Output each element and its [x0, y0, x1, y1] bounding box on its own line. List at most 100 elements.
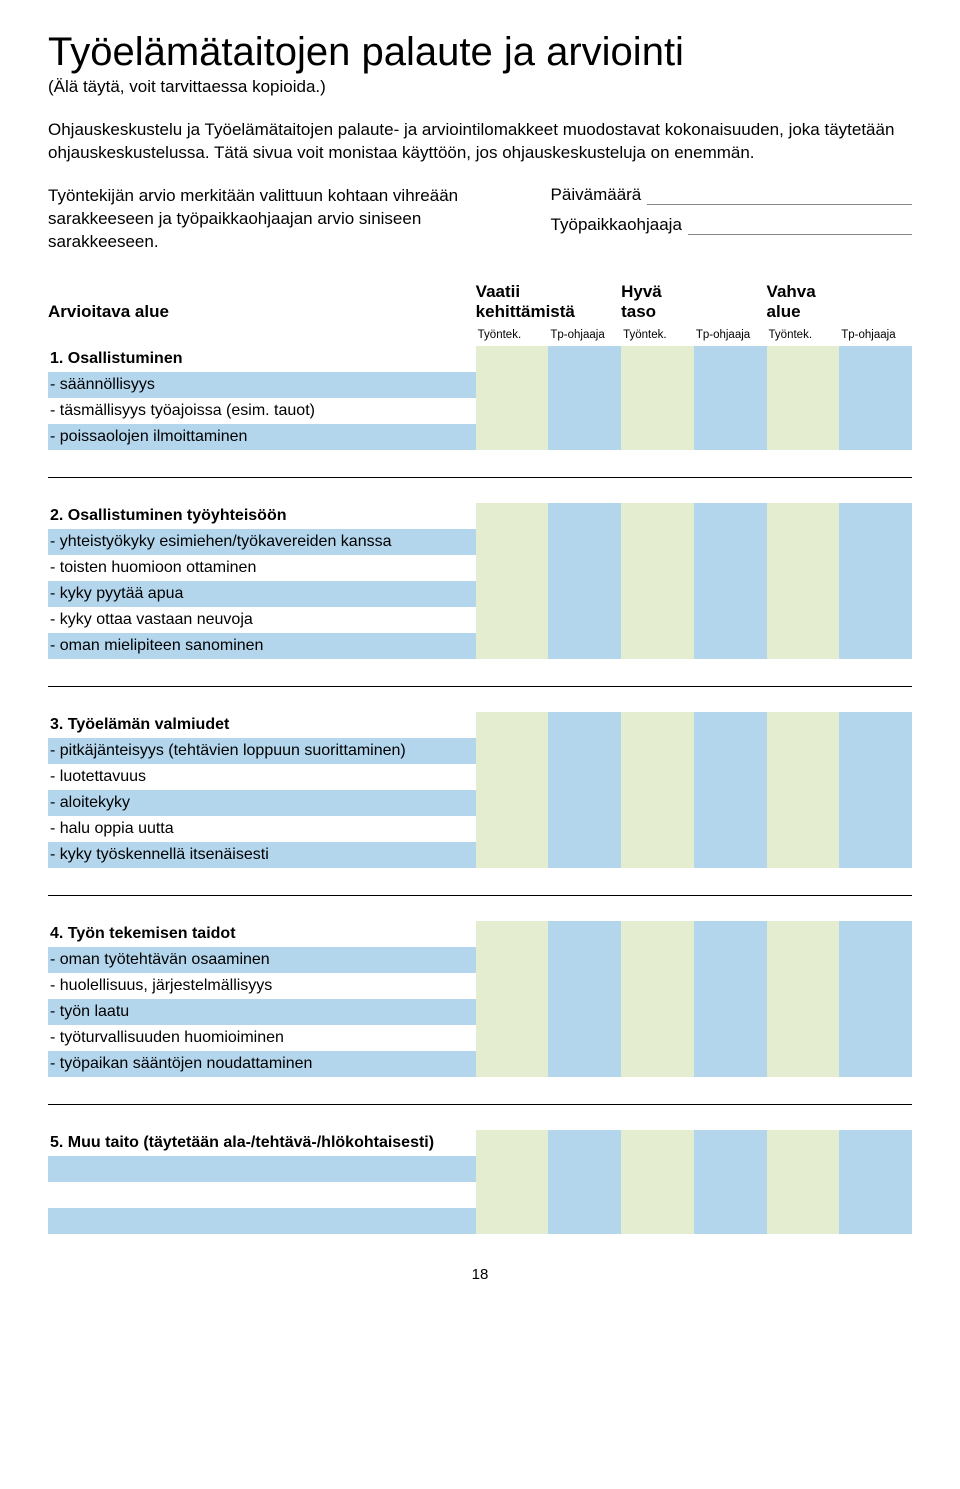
rating-cell[interactable] [476, 581, 549, 607]
rating-cell[interactable] [548, 842, 621, 868]
rating-cell[interactable] [839, 790, 912, 816]
rating-cell[interactable] [839, 921, 912, 947]
rating-cell[interactable] [621, 372, 694, 398]
rating-cell[interactable] [548, 921, 621, 947]
rating-cell[interactable] [621, 947, 694, 973]
supervisor-input-line[interactable] [688, 221, 912, 235]
rating-cell[interactable] [767, 1025, 840, 1051]
rating-cell[interactable] [694, 503, 767, 529]
rating-cell[interactable] [621, 712, 694, 738]
rating-cell[interactable] [476, 346, 549, 372]
rating-cell[interactable] [694, 790, 767, 816]
rating-cell[interactable] [694, 921, 767, 947]
rating-cell[interactable] [839, 424, 912, 450]
rating-cell[interactable] [476, 424, 549, 450]
rating-cell[interactable] [694, 1156, 767, 1182]
rating-cell[interactable] [476, 1130, 549, 1156]
rating-cell[interactable] [548, 424, 621, 450]
rating-cell[interactable] [839, 1156, 912, 1182]
rating-cell[interactable] [767, 372, 840, 398]
rating-cell[interactable] [621, 529, 694, 555]
rating-cell[interactable] [476, 921, 549, 947]
rating-cell[interactable] [621, 999, 694, 1025]
rating-cell[interactable] [548, 607, 621, 633]
rating-cell[interactable] [767, 712, 840, 738]
rating-cell[interactable] [694, 1182, 767, 1208]
rating-cell[interactable] [476, 503, 549, 529]
rating-cell[interactable] [694, 607, 767, 633]
rating-cell[interactable] [767, 607, 840, 633]
rating-cell[interactable] [767, 764, 840, 790]
rating-cell[interactable] [767, 581, 840, 607]
rating-cell[interactable] [839, 372, 912, 398]
rating-cell[interactable] [548, 947, 621, 973]
rating-cell[interactable] [767, 1208, 840, 1234]
rating-cell[interactable] [548, 738, 621, 764]
rating-cell[interactable] [839, 503, 912, 529]
rating-cell[interactable] [767, 398, 840, 424]
rating-cell[interactable] [839, 738, 912, 764]
rating-cell[interactable] [694, 424, 767, 450]
rating-cell[interactable] [476, 816, 549, 842]
rating-cell[interactable] [476, 764, 549, 790]
rating-cell[interactable] [476, 1025, 549, 1051]
rating-cell[interactable] [476, 999, 549, 1025]
rating-cell[interactable] [767, 529, 840, 555]
rating-cell[interactable] [476, 947, 549, 973]
rating-cell[interactable] [548, 346, 621, 372]
rating-cell[interactable] [548, 816, 621, 842]
rating-cell[interactable] [621, 1208, 694, 1234]
rating-cell[interactable] [839, 607, 912, 633]
rating-cell[interactable] [694, 1051, 767, 1077]
rating-cell[interactable] [839, 842, 912, 868]
rating-cell[interactable] [621, 633, 694, 659]
rating-cell[interactable] [767, 999, 840, 1025]
rating-cell[interactable] [694, 816, 767, 842]
rating-cell[interactable] [621, 424, 694, 450]
rating-cell[interactable] [694, 1025, 767, 1051]
rating-cell[interactable] [767, 816, 840, 842]
rating-cell[interactable] [476, 607, 549, 633]
rating-cell[interactable] [839, 398, 912, 424]
rating-cell[interactable] [548, 973, 621, 999]
rating-cell[interactable] [767, 503, 840, 529]
rating-cell[interactable] [694, 398, 767, 424]
rating-cell[interactable] [694, 973, 767, 999]
rating-cell[interactable] [548, 633, 621, 659]
rating-cell[interactable] [767, 921, 840, 947]
rating-cell[interactable] [621, 1051, 694, 1077]
rating-cell[interactable] [839, 1182, 912, 1208]
rating-cell[interactable] [839, 555, 912, 581]
rating-cell[interactable] [767, 947, 840, 973]
rating-cell[interactable] [476, 1182, 549, 1208]
rating-cell[interactable] [621, 346, 694, 372]
rating-cell[interactable] [694, 633, 767, 659]
rating-cell[interactable] [767, 346, 840, 372]
rating-cell[interactable] [839, 1025, 912, 1051]
rating-cell[interactable] [548, 1208, 621, 1234]
rating-cell[interactable] [476, 555, 549, 581]
rating-cell[interactable] [839, 1208, 912, 1234]
rating-cell[interactable] [621, 1156, 694, 1182]
rating-cell[interactable] [767, 633, 840, 659]
rating-cell[interactable] [476, 738, 549, 764]
rating-cell[interactable] [839, 947, 912, 973]
rating-cell[interactable] [621, 738, 694, 764]
rating-cell[interactable] [476, 790, 549, 816]
rating-cell[interactable] [839, 1130, 912, 1156]
rating-cell[interactable] [839, 712, 912, 738]
rating-cell[interactable] [767, 1156, 840, 1182]
rating-cell[interactable] [548, 372, 621, 398]
rating-cell[interactable] [476, 973, 549, 999]
rating-cell[interactable] [694, 372, 767, 398]
rating-cell[interactable] [548, 1051, 621, 1077]
rating-cell[interactable] [694, 346, 767, 372]
rating-cell[interactable] [548, 555, 621, 581]
date-input-line[interactable] [647, 191, 912, 205]
rating-cell[interactable] [621, 1025, 694, 1051]
rating-cell[interactable] [767, 790, 840, 816]
rating-cell[interactable] [694, 947, 767, 973]
rating-cell[interactable] [767, 1051, 840, 1077]
rating-cell[interactable] [694, 842, 767, 868]
rating-cell[interactable] [476, 529, 549, 555]
